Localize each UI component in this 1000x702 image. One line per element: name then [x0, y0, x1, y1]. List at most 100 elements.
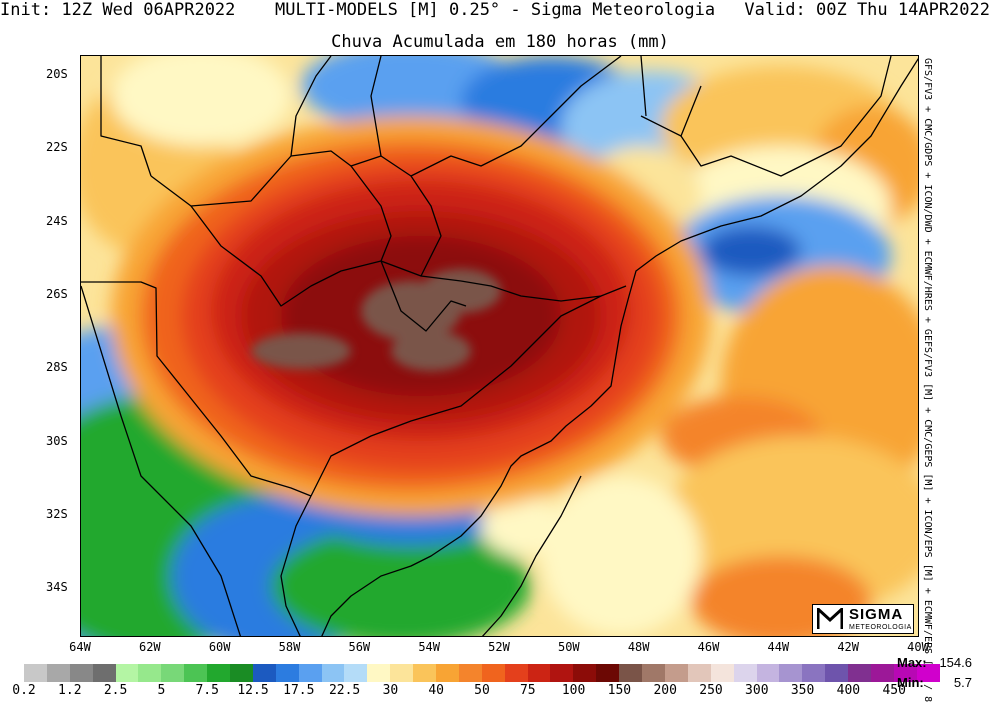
color-scale-label: 450 [882, 683, 906, 698]
color-swatch [92, 664, 116, 682]
color-swatch [687, 664, 711, 682]
color-swatch [802, 664, 826, 682]
color-swatch [344, 664, 368, 682]
political-borders [81, 56, 892, 636]
color-swatch [893, 664, 917, 682]
min-value: 5.7 [953, 675, 972, 690]
logo-text: SIGMA [849, 606, 904, 623]
color-scale-label: 300 [745, 683, 769, 698]
color-scale-label: 0.2 [12, 683, 36, 698]
color-swatch [115, 664, 139, 682]
color-scale-label: 350 [790, 683, 815, 698]
color-swatch [230, 664, 253, 682]
rain-maximum-core [251, 269, 501, 371]
color-scale-label: 100 [561, 683, 586, 698]
color-swatch [733, 664, 757, 682]
longitude-label: 40W [907, 640, 929, 654]
color-swatch [184, 664, 208, 682]
logo-subtext: METEOROLOGIA [849, 624, 912, 631]
max-label: Max: [897, 655, 927, 670]
color-scale-label: 5 [157, 683, 166, 698]
color-swatch [916, 664, 940, 682]
color-scale-label: 150 [607, 683, 632, 698]
latitude-label: 32S [46, 506, 68, 521]
color-scale-label: 200 [653, 683, 677, 698]
color-scale-label: 1.2 [58, 683, 82, 698]
longitude-label: 44W [767, 640, 790, 654]
color-swatch [825, 664, 849, 682]
longitude-label: 62W [138, 640, 161, 654]
longitude-label: 52W [488, 640, 510, 654]
latitude-label: 30S [46, 433, 68, 448]
color-swatch [207, 664, 231, 682]
models-side-caption-text: GFS/FV3 + CMC/GDPS + ICON/DWD + ECMWF/HR… [922, 58, 933, 702]
color-swatch [138, 664, 162, 682]
latitude-label: 34S [46, 580, 68, 595]
color-scale-label: 400 [836, 683, 861, 698]
longitude-label: 58W [278, 640, 301, 654]
longitude-label: 56W [348, 640, 371, 654]
color-swatch [46, 664, 70, 682]
color-scale-label: 50 [474, 683, 490, 698]
sigma-logo: SIGMA METEOROLOGIA [812, 604, 914, 634]
color-scale-label: 250 [699, 683, 723, 698]
coastline [321, 57, 918, 636]
color-swatch [870, 664, 894, 682]
latitude-label: 26S [46, 286, 68, 301]
color-swatch [596, 664, 620, 682]
color-swatch [481, 664, 505, 682]
latitude-label: 20S [46, 67, 68, 81]
color-scale-label: 17.5 [283, 683, 315, 698]
precipitation-map [80, 55, 919, 637]
color-swatch [161, 664, 185, 682]
color-scale-label: 30 [382, 683, 399, 698]
longitude-label: 50W [557, 640, 580, 654]
latitude-label: 28S [46, 360, 68, 375]
color-swatch [24, 664, 47, 682]
valid-time-label: Valid: 00Z Thu 14APR2022 [744, 0, 990, 20]
color-scale-label: 7.5 [195, 683, 219, 698]
color-swatch [573, 664, 597, 682]
color-swatch [642, 664, 665, 682]
color-swatch [69, 664, 93, 682]
color-swatch [619, 664, 643, 682]
color-swatch [413, 664, 437, 682]
sigma-logo-icon [817, 608, 843, 629]
color-swatch [436, 664, 459, 682]
color-swatch [390, 664, 414, 682]
color-swatch [756, 664, 780, 682]
color-swatch [664, 664, 688, 682]
map-title: Chuva Acumulada em 180 horas (mm) [331, 32, 669, 52]
color-scale-label: 22.5 [328, 683, 361, 698]
color-scale-label: 75 [519, 683, 536, 698]
color-swatch [779, 664, 803, 682]
rain-field [81, 56, 918, 636]
color-swatch [298, 664, 322, 682]
color-swatch [710, 664, 734, 682]
latitude-label: 24S [46, 213, 68, 228]
color-scale-label: 2.5 [103, 683, 128, 698]
color-swatch [527, 664, 551, 682]
color-swatch [275, 664, 299, 682]
color-swatch [367, 664, 391, 682]
color-scale [24, 664, 940, 682]
color-swatch [504, 664, 528, 682]
color-scale-label: 40 [428, 683, 445, 698]
color-swatch [550, 664, 574, 682]
max-value: 154.6 [939, 655, 972, 670]
color-swatch [458, 664, 482, 682]
latitude-label: 22S [46, 140, 68, 155]
color-swatch [321, 664, 345, 682]
min-label: Min: [897, 675, 924, 690]
color-swatch [848, 664, 871, 682]
longitude-label: 54W [418, 640, 440, 654]
models-side-caption: GFS/FV3 + CMC/GDPS + ICON/DWD + ECMWF/HR… [922, 58, 938, 702]
color-swatch [252, 664, 276, 682]
longitude-label: 60W [208, 640, 231, 654]
longitude-label: 48W [627, 640, 650, 654]
color-scale-label: 12.5 [237, 683, 269, 698]
longitude-label: 42W [837, 640, 859, 654]
init-time-label: Init: 12Z Wed 06APR2022 [0, 0, 236, 20]
model-title: MULTI-MODELS [M] 0.25° - Sigma Meteorolo… [275, 0, 716, 20]
longitude-label: 64W [69, 640, 91, 654]
